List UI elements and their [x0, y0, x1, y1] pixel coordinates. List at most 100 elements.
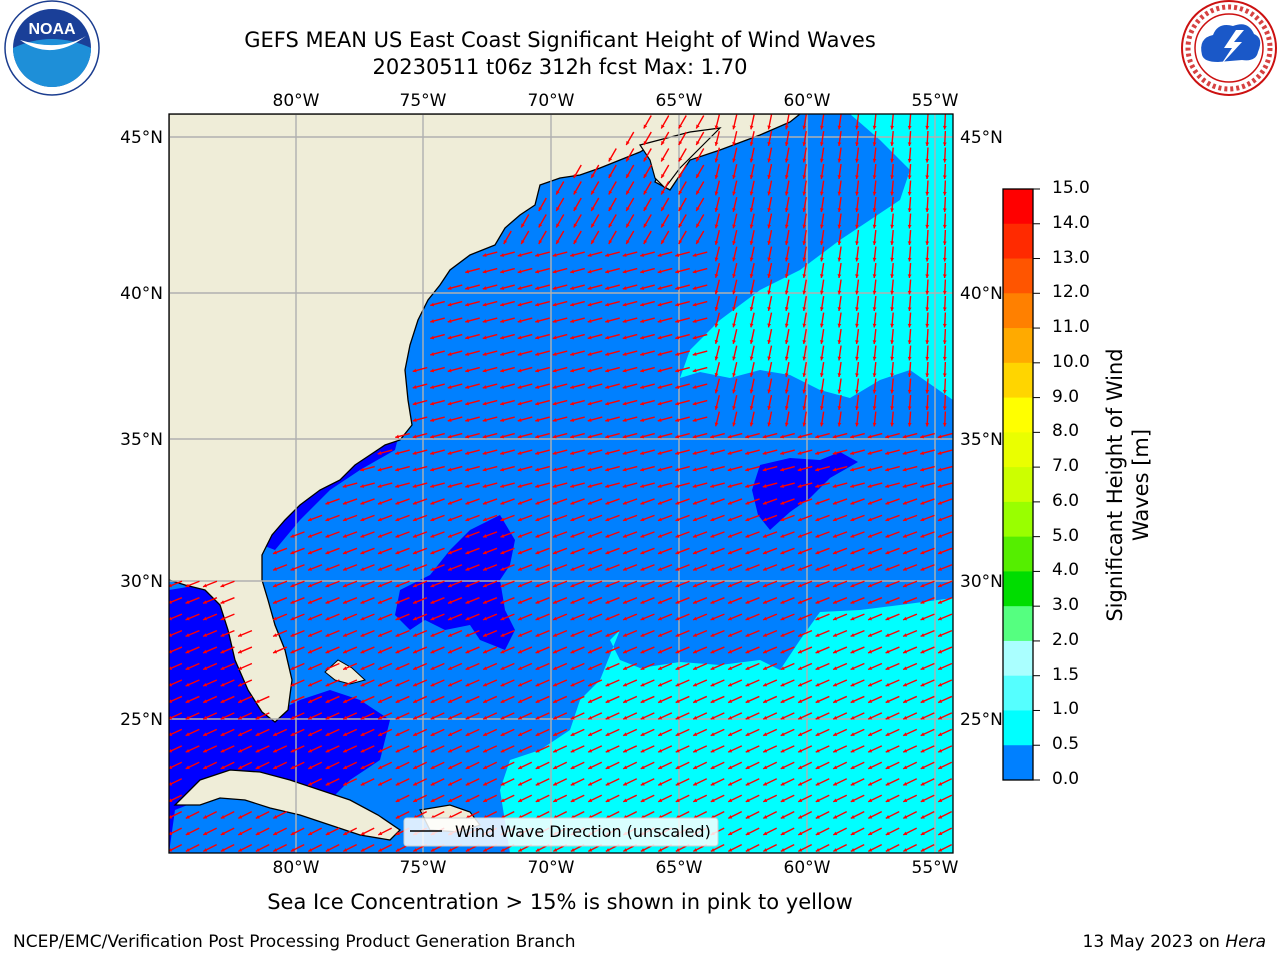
wind-wave-arrow: [925, 229, 930, 246]
wind-wave-arrow: [780, 514, 795, 522]
wind-wave-arrow: [290, 564, 305, 571]
wind-wave-arrow: [290, 712, 305, 720]
wind-wave-arrow: [500, 597, 515, 604]
wind-wave-arrow: [815, 761, 830, 770]
wind-wave-arrow: [517, 761, 533, 770]
wind-wave-arrow: [732, 362, 738, 377]
wind-wave-arrow: [220, 695, 235, 704]
wind-wave-arrow: [570, 547, 585, 555]
lon-label-bottom: 55°W: [912, 858, 959, 878]
wind-wave-arrow: [767, 345, 773, 361]
map-gridlines: [169, 114, 953, 853]
wind-wave-arrow: [850, 531, 865, 538]
wind-wave-arrow: [412, 416, 428, 422]
wind-wave-arrow: [762, 778, 778, 786]
wind-wave-arrow: [732, 164, 738, 179]
wind-wave-arrow: [692, 728, 708, 737]
wind-wave-arrow: [815, 613, 830, 621]
wind-wave-arrow: [622, 350, 638, 356]
wind-wave-arrow: [867, 646, 883, 654]
wind-wave-arrow: [815, 629, 830, 638]
wind-wave-arrow: [377, 629, 393, 638]
wind-wave-arrow: [465, 267, 480, 274]
wind-wave-arrow: [780, 613, 795, 621]
wind-wave-arrow: [482, 449, 498, 455]
lat-label-left: 35°N: [120, 430, 163, 450]
wind-wave-arrow: [890, 196, 895, 213]
wind-wave-arrow: [850, 498, 865, 505]
wind-wave-arrow: [482, 695, 498, 704]
wind-wave-arrow: [890, 328, 895, 345]
wind-wave-arrow: [784, 394, 790, 411]
wind-wave-arrow: [447, 416, 463, 422]
wind-wave-arrow: [517, 547, 533, 555]
wind-wave-arrow: [784, 328, 790, 345]
wind-wave-arrow: [220, 712, 235, 720]
wind-wave-arrow: [850, 564, 865, 571]
wind-wave-arrow: [837, 163, 842, 180]
wind-wave-arrow: [727, 811, 743, 819]
wind-wave-arrow: [727, 712, 743, 720]
wind-wave-arrow: [692, 300, 708, 307]
wind-wave-arrow: [185, 728, 200, 737]
wind-wave-arrow: [902, 580, 918, 588]
wind-wave-arrow: [885, 811, 900, 819]
wind-wave-arrow: [660, 164, 670, 179]
wind-wave-arrow: [255, 745, 270, 753]
wind-wave-arrow: [237, 646, 253, 654]
wind-wave-arrow: [325, 728, 340, 737]
wind-wave-arrow: [643, 164, 652, 179]
wind-wave-arrow: [815, 679, 830, 687]
wind-wave-arrow: [272, 843, 288, 853]
wind-wave-arrow: [695, 197, 705, 212]
wind-wave-arrow: [587, 646, 603, 654]
wind-wave-arrow: [867, 761, 883, 770]
wind-wave-arrow: [727, 827, 743, 836]
wind-wave-arrow: [657, 662, 673, 671]
wind-wave-arrow: [675, 794, 690, 803]
wind-wave-arrow: [587, 531, 603, 538]
wind-wave-arrow: [552, 432, 568, 439]
wind-wave-arrow: [714, 197, 721, 212]
wind-wave-arrow: [307, 564, 323, 571]
wind-wave-arrow: [447, 597, 463, 604]
wind-wave-arrow: [325, 679, 340, 687]
wind-wave-arrow: [872, 361, 877, 378]
wind-wave-arrow: [867, 794, 883, 803]
wind-wave-arrow: [925, 378, 930, 394]
wind-wave-arrow: [552, 350, 568, 356]
wind-wave-arrow: [907, 312, 912, 328]
wind-wave-arrow: [643, 214, 652, 228]
wind-wave-arrow: [447, 580, 463, 588]
wind-wave-arrow: [885, 794, 900, 803]
wind-wave-arrow: [745, 811, 760, 819]
wind-wave-arrow: [412, 482, 428, 488]
wind-wave-arrow: [749, 411, 755, 427]
wind-wave-arrow: [780, 465, 795, 472]
wind-wave-arrow: [377, 613, 393, 621]
wind-wave-arrow: [885, 597, 900, 604]
wind-wave-arrow: [692, 564, 708, 571]
footer-credit: NCEP/EMC/Verification Post Processing Pr…: [13, 932, 576, 952]
wind-wave-arrow: [517, 514, 533, 522]
wind-wave-arrow: [570, 597, 585, 604]
wind-wave-arrow: [625, 164, 635, 179]
wind-wave-arrow: [819, 196, 825, 213]
wind-wave-arrow: [465, 333, 480, 340]
wind-wave-arrow: [784, 411, 790, 427]
wind-wave-arrow: [482, 629, 498, 638]
wind-wave-arrow: [517, 794, 533, 803]
wind-wave-arrow: [290, 827, 305, 836]
wind-wave-arrow: [482, 350, 498, 356]
wind-wave-arrow: [185, 811, 200, 819]
wind-wave-arrow: [465, 547, 480, 555]
wind-wave-arrow: [885, 465, 900, 472]
wind-wave-arrow: [855, 180, 860, 196]
wind-wave-arrow: [552, 482, 568, 488]
wind-wave-arrow: [377, 646, 393, 654]
wind-wave-arrow: [517, 597, 533, 604]
wind-wave-arrow: [920, 531, 935, 538]
wind-wave-arrow: [622, 580, 638, 588]
wind-wave-arrow: [767, 411, 773, 427]
